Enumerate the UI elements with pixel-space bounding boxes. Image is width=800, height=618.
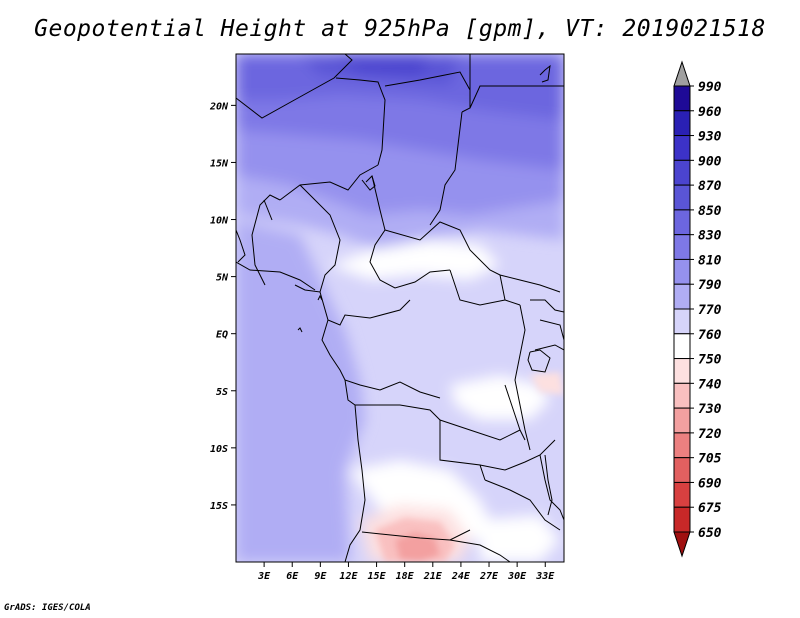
colorbar-swatch [673, 184, 691, 211]
lat-tick-label: 15N [210, 158, 229, 169]
colorbar-label: 770 [698, 303, 722, 318]
colorbar-top-arrow [673, 60, 691, 87]
colorbar-label: 830 [698, 229, 722, 244]
colorbar-label: 720 [698, 427, 722, 442]
colorbar-swatch [673, 457, 691, 483]
lon-tick-label: 18E [396, 571, 415, 582]
lon-tick-label: 6E [286, 571, 299, 582]
latitude-axis: 20N 15N 10N 5N EQ 5S 10S 15S [209, 101, 236, 512]
colorbar-label: 760 [698, 328, 722, 343]
colorbar-label: 740 [698, 377, 722, 392]
colorbar-swatch [673, 209, 691, 236]
grads-credit: GrADS: IGES/COLA [4, 603, 91, 613]
country-boundaries [236, 54, 564, 562]
lat-tick-label: 10N [210, 216, 229, 227]
colorbar-swatch [673, 135, 691, 161]
colorbar-label: 870 [698, 179, 722, 194]
lon-tick-label: 21E [423, 571, 443, 582]
lat-tick-label: EQ [216, 330, 228, 341]
colorbar-swatch [673, 432, 691, 459]
lat-tick-label: 10S [210, 444, 228, 455]
colorbar-label: 690 [698, 476, 722, 491]
colorbar-swatch [673, 407, 691, 434]
lat-tick-label: 5N [216, 273, 229, 284]
colorbar-label: 675 [698, 501, 722, 516]
longitude-axis: 3E 6E 9E 12E 15E 18E 21E 24E 27E 30E 33E [257, 562, 555, 582]
colorbar-label: 650 [698, 526, 722, 541]
colorbar-label: 990 [698, 80, 722, 95]
colorbar-swatch [673, 481, 691, 508]
colorbar-label: 850 [698, 204, 722, 219]
colorbar-swatch [673, 85, 691, 112]
lon-tick-label: 30E [507, 571, 527, 582]
colorbar-swatch [673, 159, 691, 186]
lon-tick-label: 9E [314, 571, 327, 582]
colorbar-swatch [673, 258, 691, 285]
colorbar-label: 930 [698, 130, 722, 145]
colorbar-label: 750 [698, 353, 722, 368]
colorbar-swatch [673, 358, 691, 384]
geopotential-field [236, 54, 564, 562]
colorbar-swatch [673, 234, 691, 260]
chart-title: Geopotential Height at 925hPa [gpm], VT:… [34, 16, 766, 42]
colorbar-label: 705 [698, 452, 722, 467]
lat-tick-label: 5S [216, 387, 228, 398]
colorbar-label: 810 [698, 253, 722, 268]
lon-tick-label: 24E [451, 571, 471, 582]
lon-tick-label: 27E [479, 571, 499, 582]
colorbar-label: 730 [698, 402, 722, 417]
colorbar-swatch [673, 333, 691, 360]
colorbar-swatch [673, 283, 691, 310]
colorbar-bottom-arrow [673, 531, 691, 558]
lon-tick-label: 15E [368, 571, 387, 582]
colorbar-swatch [673, 382, 691, 409]
colorbar: 990 960 930 900 870 850 830 810 790 770 760 750 740 7… [673, 60, 722, 558]
lon-tick-label: 12E [339, 571, 358, 582]
lat-tick-label: 15S [210, 501, 228, 512]
colorbar-swatch [673, 506, 691, 533]
colorbar-label: 960 [698, 105, 722, 120]
colorbar-swatch [673, 110, 691, 137]
map-frame [235, 53, 565, 563]
lon-tick-label: 33E [535, 571, 555, 582]
colorbar-label: 900 [698, 154, 722, 169]
lat-tick-label: 20N [209, 101, 229, 112]
lon-tick-label: 3E [257, 571, 271, 582]
colorbar-label: 790 [698, 278, 722, 293]
colorbar-swatch [673, 308, 691, 335]
